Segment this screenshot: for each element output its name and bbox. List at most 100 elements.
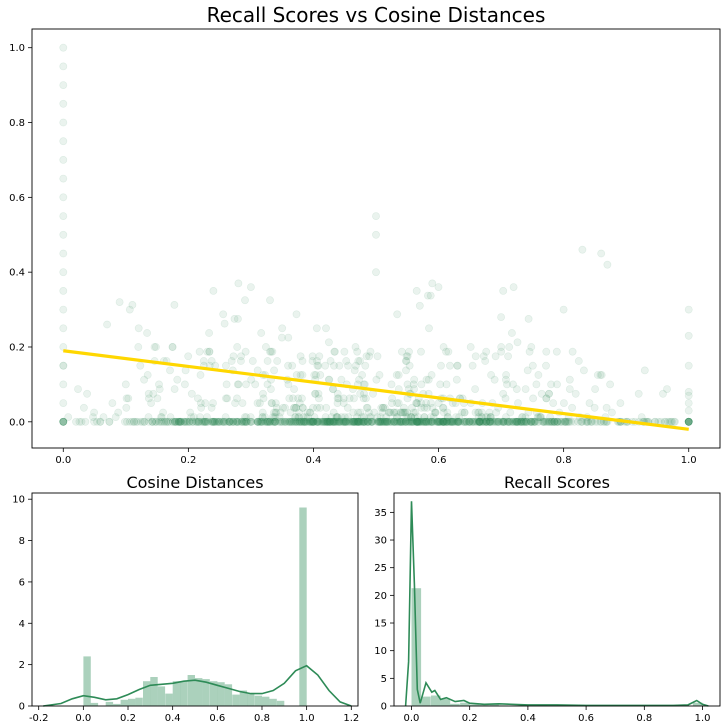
scatter-point <box>386 417 395 426</box>
scatter-point <box>144 394 153 403</box>
scatter-point <box>477 413 486 421</box>
scatter-point <box>455 413 463 421</box>
scatter-point <box>175 417 184 426</box>
recall-bar <box>460 702 470 706</box>
scatter-point <box>295 417 304 426</box>
scatter-point <box>484 417 493 426</box>
scatter-point <box>339 394 348 403</box>
scatter-point <box>527 417 536 426</box>
recall-histogram: Recall Scores 0.0 0.2 0.4 0.6 0.8 1.0 0 5 10 15 20… <box>374 473 721 724</box>
scatter-point <box>424 417 433 426</box>
scatter-point <box>153 394 162 403</box>
scatter-point <box>547 417 556 426</box>
scatter-point <box>362 417 371 426</box>
scatter-point <box>499 389 508 398</box>
scatter-point <box>402 413 411 421</box>
scatter-point <box>417 347 425 356</box>
scatter-point <box>261 343 270 351</box>
scatter-point <box>513 338 522 347</box>
scatter-point <box>442 417 451 426</box>
scatter-point <box>491 417 500 426</box>
scatter-point <box>162 417 171 426</box>
scatter-point <box>389 417 398 426</box>
scatter-point <box>136 417 145 426</box>
scatter-point <box>479 417 487 426</box>
scatter-point <box>171 417 180 426</box>
scatter-point <box>271 417 280 426</box>
scatter-point <box>563 417 571 426</box>
scatter-point <box>342 357 351 365</box>
scatter-point <box>356 357 364 365</box>
cosine-bar <box>232 694 240 706</box>
scatter-point <box>271 408 280 417</box>
scatter-point <box>391 417 400 426</box>
scatter-point <box>375 417 384 426</box>
scatter-point <box>513 417 522 426</box>
scatter-point <box>417 380 426 389</box>
scatter-point <box>192 417 201 426</box>
scatter-point <box>530 417 538 426</box>
scatter-point <box>419 417 428 426</box>
scatter-point <box>168 343 177 351</box>
scatter-point <box>144 413 153 421</box>
scatter-point <box>242 417 250 426</box>
scatter-point <box>476 417 485 426</box>
scatter-point <box>212 417 221 426</box>
scatter-point <box>176 417 184 426</box>
scatter-point <box>383 417 391 426</box>
scatter-point <box>408 417 417 426</box>
scatter-point <box>337 413 346 421</box>
scatter-point <box>305 417 314 426</box>
scatter-point <box>363 417 372 426</box>
scatter-point <box>508 417 517 426</box>
scatter-point <box>368 417 376 426</box>
scatter-point <box>334 417 342 426</box>
scatter-point <box>211 417 219 426</box>
scatter-point <box>518 413 527 421</box>
scatter-point <box>306 417 315 426</box>
scatter-point <box>471 408 480 417</box>
scatter-point <box>387 399 396 407</box>
scatter-point <box>476 417 485 426</box>
scatter-point <box>196 399 205 407</box>
scatter-point <box>526 417 535 426</box>
scatter-point <box>211 417 219 426</box>
scatter-point <box>454 417 462 426</box>
scatter-point <box>311 371 320 379</box>
scatter-point <box>345 417 353 426</box>
scatter-point <box>570 417 579 426</box>
scatter-point <box>361 417 370 426</box>
scatter-point <box>59 155 68 164</box>
scatter-point <box>204 417 212 426</box>
scatter-point <box>176 417 185 426</box>
scatter-point <box>474 408 482 417</box>
scatter-point <box>59 417 68 426</box>
scatter-point <box>368 417 376 426</box>
scatter-point <box>315 352 324 361</box>
scatter-point <box>362 352 371 361</box>
scatter-point <box>300 417 309 426</box>
scatter-point <box>272 403 281 412</box>
scatter-point <box>559 305 568 314</box>
scatter-point <box>59 62 68 71</box>
scatter-point <box>308 417 317 426</box>
scatter-point <box>397 408 405 417</box>
recall-ytick-label: 30 <box>374 536 387 547</box>
scatter-point <box>659 389 667 398</box>
scatter-point <box>487 417 495 426</box>
scatter-point <box>394 399 403 407</box>
scatter-point <box>228 417 237 426</box>
scatter-point <box>149 389 158 398</box>
scatter-point <box>462 417 471 426</box>
scatter-point <box>337 375 346 384</box>
cosine-bar <box>128 698 136 706</box>
scatter-point <box>412 417 421 426</box>
scatter-point <box>241 296 249 305</box>
scatter-point <box>303 413 312 421</box>
scatter-point <box>413 417 422 426</box>
scatter-point <box>591 385 599 393</box>
scatter-point <box>475 408 483 417</box>
scatter-point <box>453 417 461 426</box>
scatter-point <box>550 417 559 426</box>
scatter-point <box>467 417 476 426</box>
